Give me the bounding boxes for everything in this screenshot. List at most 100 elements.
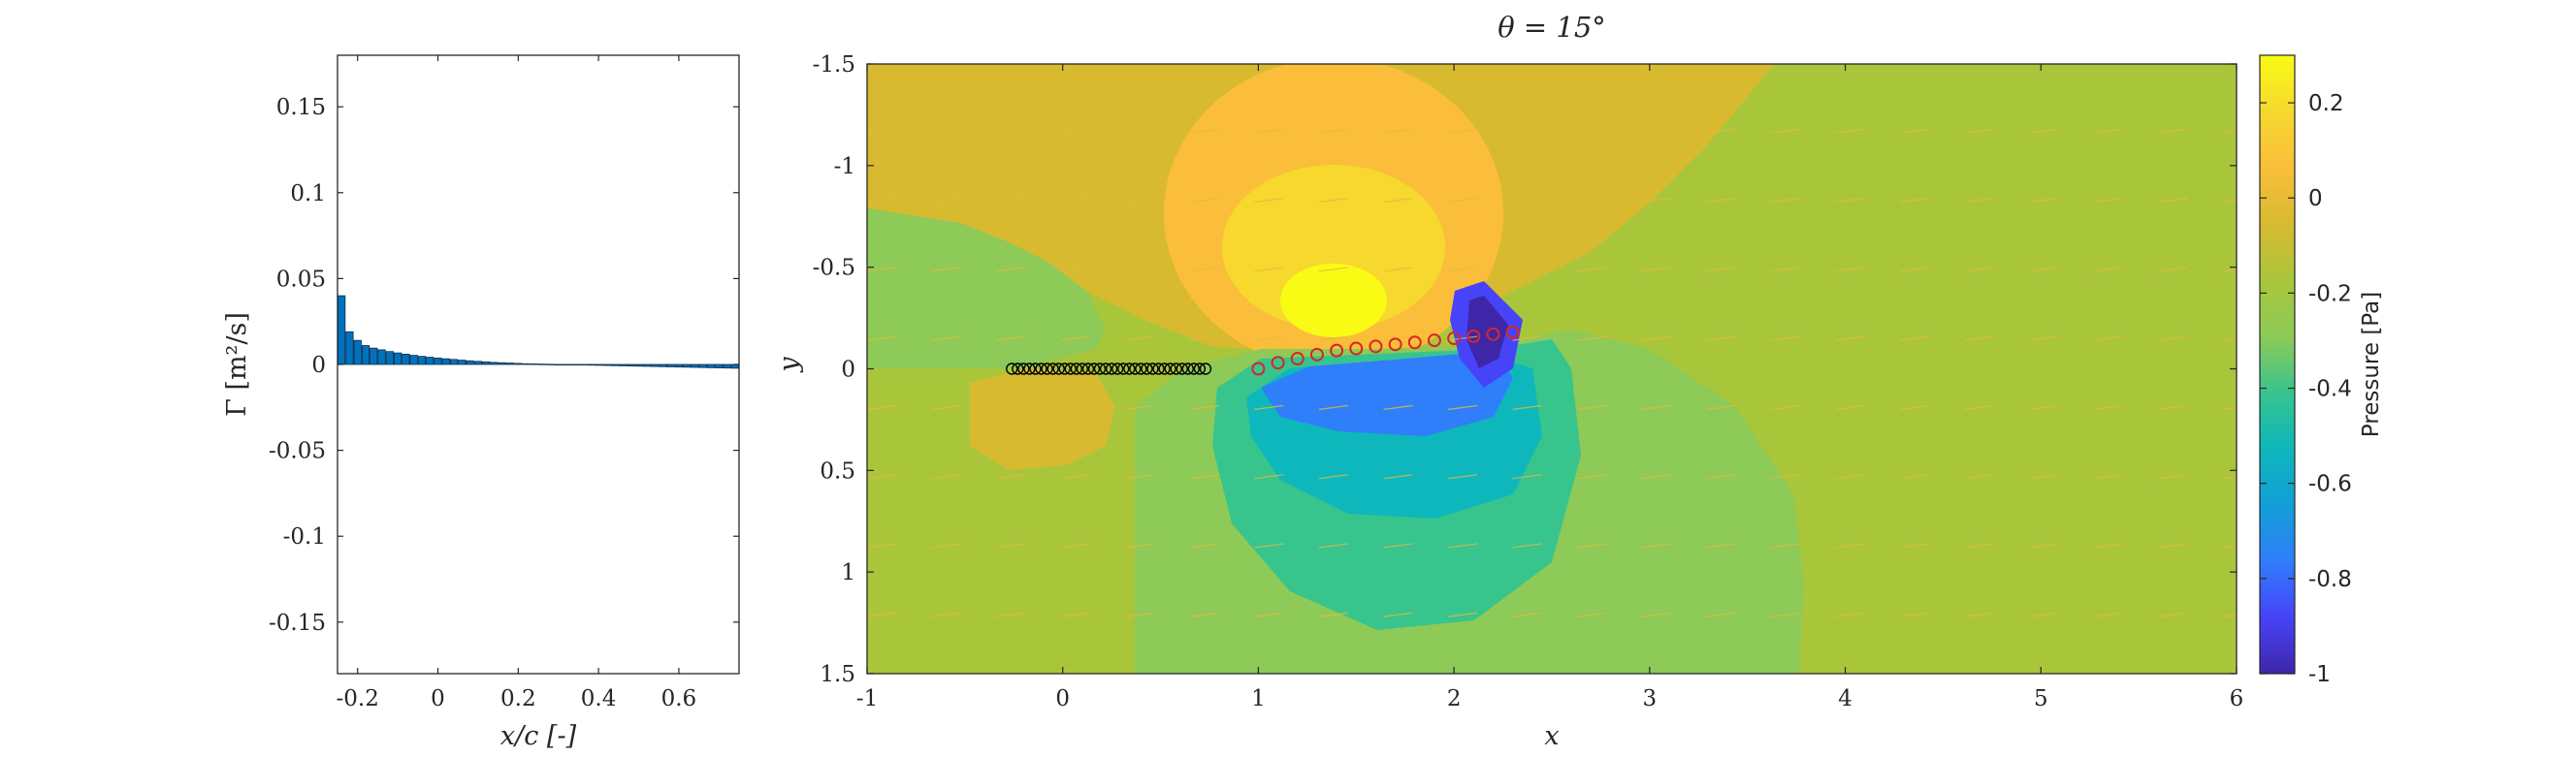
- velocity-arrow: [931, 197, 961, 204]
- velocity-arrow: [1899, 612, 1930, 617]
- x-tick-label: 0.2: [500, 686, 536, 711]
- velocity-arrow: [1964, 128, 1994, 134]
- x-tick-label: 0: [1055, 686, 1070, 711]
- circulation-y-ticks: -0.15 -0.1 -0.05 0 0.05 0.1 0.15: [269, 95, 739, 636]
- velocity-arrow: [1254, 612, 1284, 617]
- colorbar: 0.2 0 -0.2 -0.4 -0.6 -0.8 -1 Pressure [Pa]: [2259, 54, 2384, 687]
- velocity-arrow: [1060, 335, 1090, 341]
- circulation-bar: [586, 363, 595, 366]
- field-region-left-green: [867, 208, 1106, 368]
- circulation-x-axis-label: x/c [-]: [500, 721, 577, 751]
- velocity-arrow: [1318, 267, 1349, 272]
- wake-marker: [1129, 363, 1142, 375]
- field-region-suction-core: [1261, 351, 1513, 436]
- wake-marker: [1193, 363, 1207, 375]
- y-tick-label: -0.5: [813, 256, 855, 281]
- velocity-arrow: [996, 404, 1026, 411]
- wake-marker: [1041, 363, 1053, 375]
- velocity-arrow: [1706, 474, 1736, 480]
- velocity-arrow: [2093, 197, 2123, 204]
- wake-marker: [1199, 363, 1212, 375]
- velocity-arrow: [1835, 335, 1865, 341]
- velocity-arrow: [1060, 197, 1090, 204]
- velocity-arrow: [1512, 128, 1542, 134]
- y-tick-label: 0.05: [276, 267, 326, 292]
- circulation-bar: [434, 358, 442, 365]
- velocity-arrow: [996, 197, 1026, 204]
- velocity-arrow: [1318, 474, 1349, 480]
- colorbar-tick-label: -0.4: [2308, 377, 2352, 402]
- velocity-arrow: [1577, 612, 1607, 617]
- velocity-arrow: [1835, 543, 1865, 549]
- y-tick-label: -0.05: [269, 439, 326, 464]
- velocity-arrow: [1770, 335, 1801, 341]
- velocity-arrow: [931, 335, 961, 341]
- wake-marker: [1093, 363, 1107, 375]
- velocity-arrow: [2029, 267, 2059, 272]
- y-tick-label: 0: [841, 358, 855, 383]
- velocity-arrow: [2093, 612, 2123, 617]
- wake-marker: [1135, 363, 1147, 375]
- airfoil-marker: [1349, 341, 1364, 356]
- velocity-arrow: [2029, 335, 2059, 341]
- velocity-arrow: [1383, 404, 1413, 411]
- y-tick-label: 0.1: [290, 181, 326, 206]
- x-tick-label: 0: [431, 686, 445, 711]
- velocity-arrow: [1254, 197, 1284, 204]
- velocity-arrow: [1641, 335, 1671, 341]
- circulation-bar: [482, 361, 491, 365]
- velocity-arrow: [2222, 337, 2237, 341]
- velocity-arrow: [1189, 404, 1219, 411]
- velocity-arrow: [1835, 404, 1865, 411]
- velocity-arrow: [1899, 474, 1930, 480]
- velocity-arrow: [1964, 335, 1994, 341]
- wake-marker: [1099, 363, 1112, 375]
- velocity-arrow: [2093, 404, 2123, 411]
- colorbar-tick-label: -1: [2308, 662, 2331, 687]
- velocity-arrow: [1448, 474, 1478, 480]
- circulation-bar: [650, 363, 660, 367]
- velocity-arrow: [1770, 128, 1801, 134]
- velocity-arrow: [1318, 335, 1349, 341]
- wake-marker: [1141, 363, 1153, 375]
- wake-marker: [1023, 363, 1036, 375]
- circulation-bar: [602, 363, 611, 366]
- velocity-arrow: [2222, 200, 2237, 204]
- velocity-arrow: [1189, 197, 1219, 204]
- wake-marker: [1146, 363, 1159, 375]
- circulation-bar: [449, 359, 459, 365]
- velocity-arrow: [1512, 335, 1542, 341]
- circulation-bar: [377, 349, 386, 365]
- airfoil-marker: [1330, 343, 1344, 358]
- velocity-arrow: [2158, 543, 2188, 549]
- velocity-arrow: [1899, 404, 1930, 411]
- wake-marker: [1105, 363, 1118, 375]
- colorbar-tick-label: -0.6: [2308, 472, 2352, 497]
- circulation-bar: [627, 363, 635, 366]
- circulation-bar: [546, 363, 555, 365]
- velocity-arrow: [996, 612, 1026, 617]
- wake-marker: [1076, 363, 1089, 375]
- velocity-arrow: [1899, 197, 1930, 204]
- velocity-arrow: [2029, 543, 2059, 549]
- wake-marker: [1006, 363, 1018, 375]
- velocity-arrow: [1448, 404, 1478, 411]
- velocity-arrow: [1448, 197, 1478, 204]
- colorbar-ticks: 0.2 0 -0.2 -0.4 -0.6 -0.8 -1: [2260, 91, 2352, 687]
- airfoil-marker: [1290, 352, 1304, 366]
- velocity-arrow: [931, 404, 961, 411]
- airfoil-marker: [1251, 362, 1266, 376]
- velocity-arrow: [2029, 474, 2059, 480]
- velocity-arrow: [1641, 612, 1671, 617]
- velocity-arrow: [2093, 128, 2123, 134]
- velocity-arrow: [2093, 543, 2123, 549]
- velocity-arrow: [1189, 267, 1219, 272]
- circulation-bar: [578, 363, 587, 366]
- velocity-arrow: [867, 335, 897, 341]
- circulation-bar: [723, 363, 731, 369]
- velocity-arrow: [1641, 543, 1671, 549]
- velocity-arrow: [1706, 267, 1736, 272]
- velocity-arrow: [1964, 612, 1994, 617]
- velocity-arrow: [1512, 267, 1542, 272]
- velocity-arrow: [1383, 197, 1413, 204]
